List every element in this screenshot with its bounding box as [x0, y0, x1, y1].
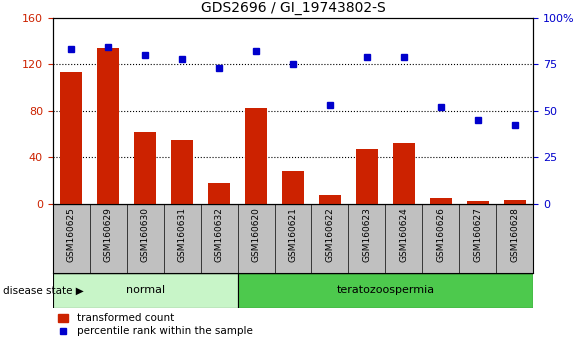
Bar [97, 48, 120, 204]
Bar [60, 72, 82, 204]
Bar [430, 198, 452, 204]
Bar [466, 201, 489, 204]
Text: GSM160627: GSM160627 [473, 207, 482, 262]
Bar [245, 108, 267, 204]
Bar [171, 140, 193, 204]
Text: GSM160626: GSM160626 [437, 207, 445, 262]
Text: GSM160630: GSM160630 [141, 207, 149, 262]
Text: GSM160620: GSM160620 [251, 207, 261, 262]
Text: GSM160632: GSM160632 [214, 207, 224, 262]
Bar [356, 149, 378, 204]
Text: GSM160629: GSM160629 [104, 207, 113, 262]
Text: GSM160628: GSM160628 [510, 207, 519, 262]
Text: GSM160631: GSM160631 [178, 207, 186, 262]
Bar [53, 273, 237, 308]
Bar [504, 200, 526, 204]
Bar [319, 195, 341, 204]
Text: normal: normal [125, 285, 165, 295]
Bar [134, 132, 156, 204]
Text: GSM160622: GSM160622 [325, 207, 335, 262]
Bar [393, 143, 415, 204]
Text: GSM160625: GSM160625 [67, 207, 76, 262]
Bar [237, 273, 533, 308]
Legend: transformed count, percentile rank within the sample: transformed count, percentile rank withi… [58, 313, 253, 336]
Bar [282, 171, 304, 204]
Text: disease state ▶: disease state ▶ [3, 285, 84, 295]
Text: teratozoospermia: teratozoospermia [336, 285, 434, 295]
Title: GDS2696 / GI_19743802-S: GDS2696 / GI_19743802-S [200, 1, 386, 15]
Text: GSM160623: GSM160623 [362, 207, 372, 262]
Text: GSM160621: GSM160621 [288, 207, 298, 262]
Bar [208, 183, 230, 204]
Text: GSM160624: GSM160624 [400, 207, 408, 262]
